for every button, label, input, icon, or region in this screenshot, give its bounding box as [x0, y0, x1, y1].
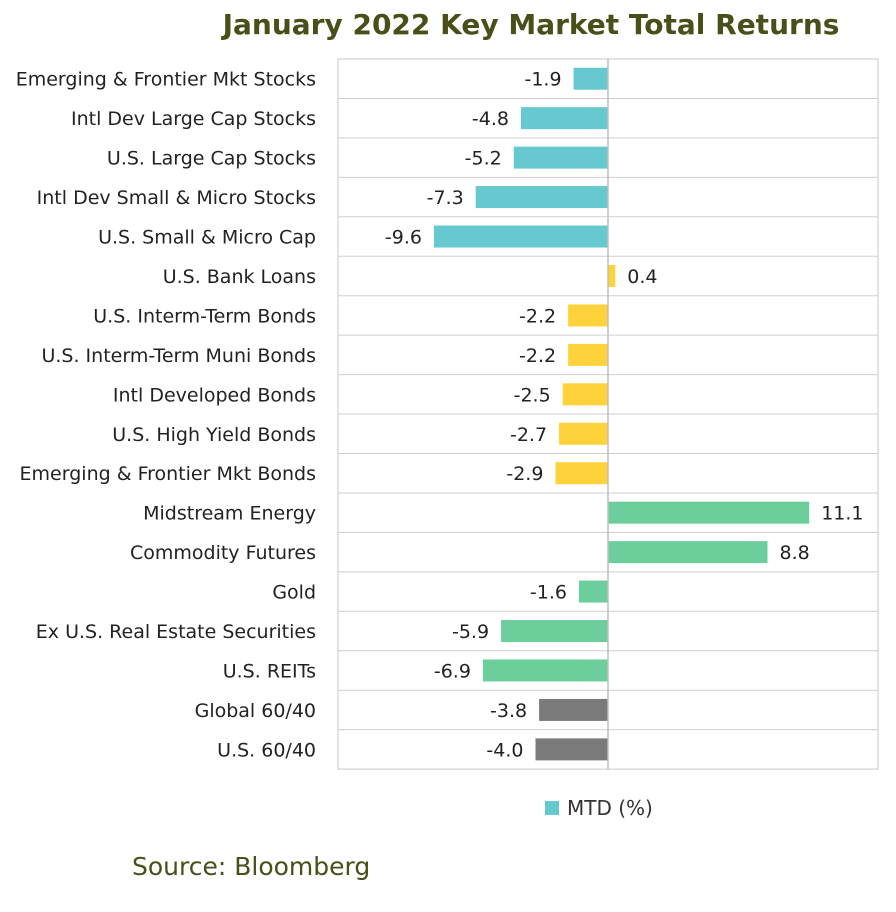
data-label: -2.9 — [506, 463, 543, 485]
bar — [568, 304, 608, 327]
category-label: U.S. REITs — [223, 660, 316, 682]
bar — [501, 620, 608, 643]
bar — [535, 738, 608, 761]
category-label: U.S. Small & Micro Cap — [98, 227, 316, 249]
bar — [608, 501, 810, 524]
data-label: 8.8 — [780, 542, 810, 564]
data-label: -5.9 — [452, 621, 489, 643]
data-label: -2.7 — [510, 424, 547, 446]
data-label: -1.9 — [524, 69, 561, 91]
category-label: Gold — [272, 582, 316, 604]
category-label: U.S. Bank Loans — [163, 266, 316, 288]
category-label: Midstream Energy — [143, 503, 316, 525]
category-label: Ex U.S. Real Estate Securities — [36, 621, 316, 643]
category-label: Commodity Futures — [130, 542, 316, 564]
data-label: -6.9 — [434, 660, 471, 682]
category-label: Global 60/40 — [195, 700, 316, 722]
bar — [555, 462, 608, 485]
bar — [539, 698, 608, 721]
bar — [608, 541, 768, 564]
category-label: U.S. Large Cap Stocks — [107, 148, 316, 170]
category-label: U.S. Interm-Term Muni Bonds — [41, 345, 316, 367]
legend-swatch — [545, 801, 559, 815]
bar — [562, 383, 608, 406]
bar — [608, 264, 616, 287]
category-label: U.S. 60/40 — [217, 739, 316, 761]
bar — [568, 343, 608, 366]
data-label: -5.2 — [465, 148, 502, 170]
legend-label: MTD (%) — [567, 796, 653, 820]
data-label: -7.3 — [427, 187, 464, 209]
legend: MTD (%) — [545, 796, 653, 820]
bar — [573, 67, 608, 90]
data-label: -3.8 — [490, 700, 527, 722]
category-label: Intl Developed Bonds — [113, 384, 316, 406]
category-label: Intl Dev Small & Micro Stocks — [37, 187, 316, 209]
chart-title: January 2022 Key Market Total Returns — [222, 8, 840, 41]
data-label: -9.6 — [385, 227, 422, 249]
category-label: Emerging & Frontier Mkt Bonds — [20, 463, 316, 485]
data-label: -1.6 — [530, 582, 567, 604]
data-label: -2.2 — [519, 345, 556, 367]
bar — [513, 146, 608, 169]
bar — [579, 580, 608, 603]
category-label: Intl Dev Large Cap Stocks — [71, 108, 316, 130]
category-label: U.S. Interm-Term Bonds — [93, 305, 316, 327]
bar — [559, 422, 608, 445]
bar — [521, 107, 608, 130]
category-label: Emerging & Frontier Mkt Stocks — [16, 69, 316, 91]
data-label: -2.2 — [519, 305, 556, 327]
data-label: 0.4 — [627, 266, 657, 288]
bar — [434, 225, 608, 248]
data-label: -4.0 — [486, 739, 523, 761]
data-label: -4.8 — [472, 108, 509, 130]
data-label: 11.1 — [821, 503, 863, 525]
category-label: U.S. High Yield Bonds — [112, 424, 316, 446]
bar — [482, 659, 608, 682]
data-label: -2.5 — [514, 384, 551, 406]
source-note: Source: Bloomberg — [132, 852, 371, 881]
bar — [475, 186, 608, 209]
